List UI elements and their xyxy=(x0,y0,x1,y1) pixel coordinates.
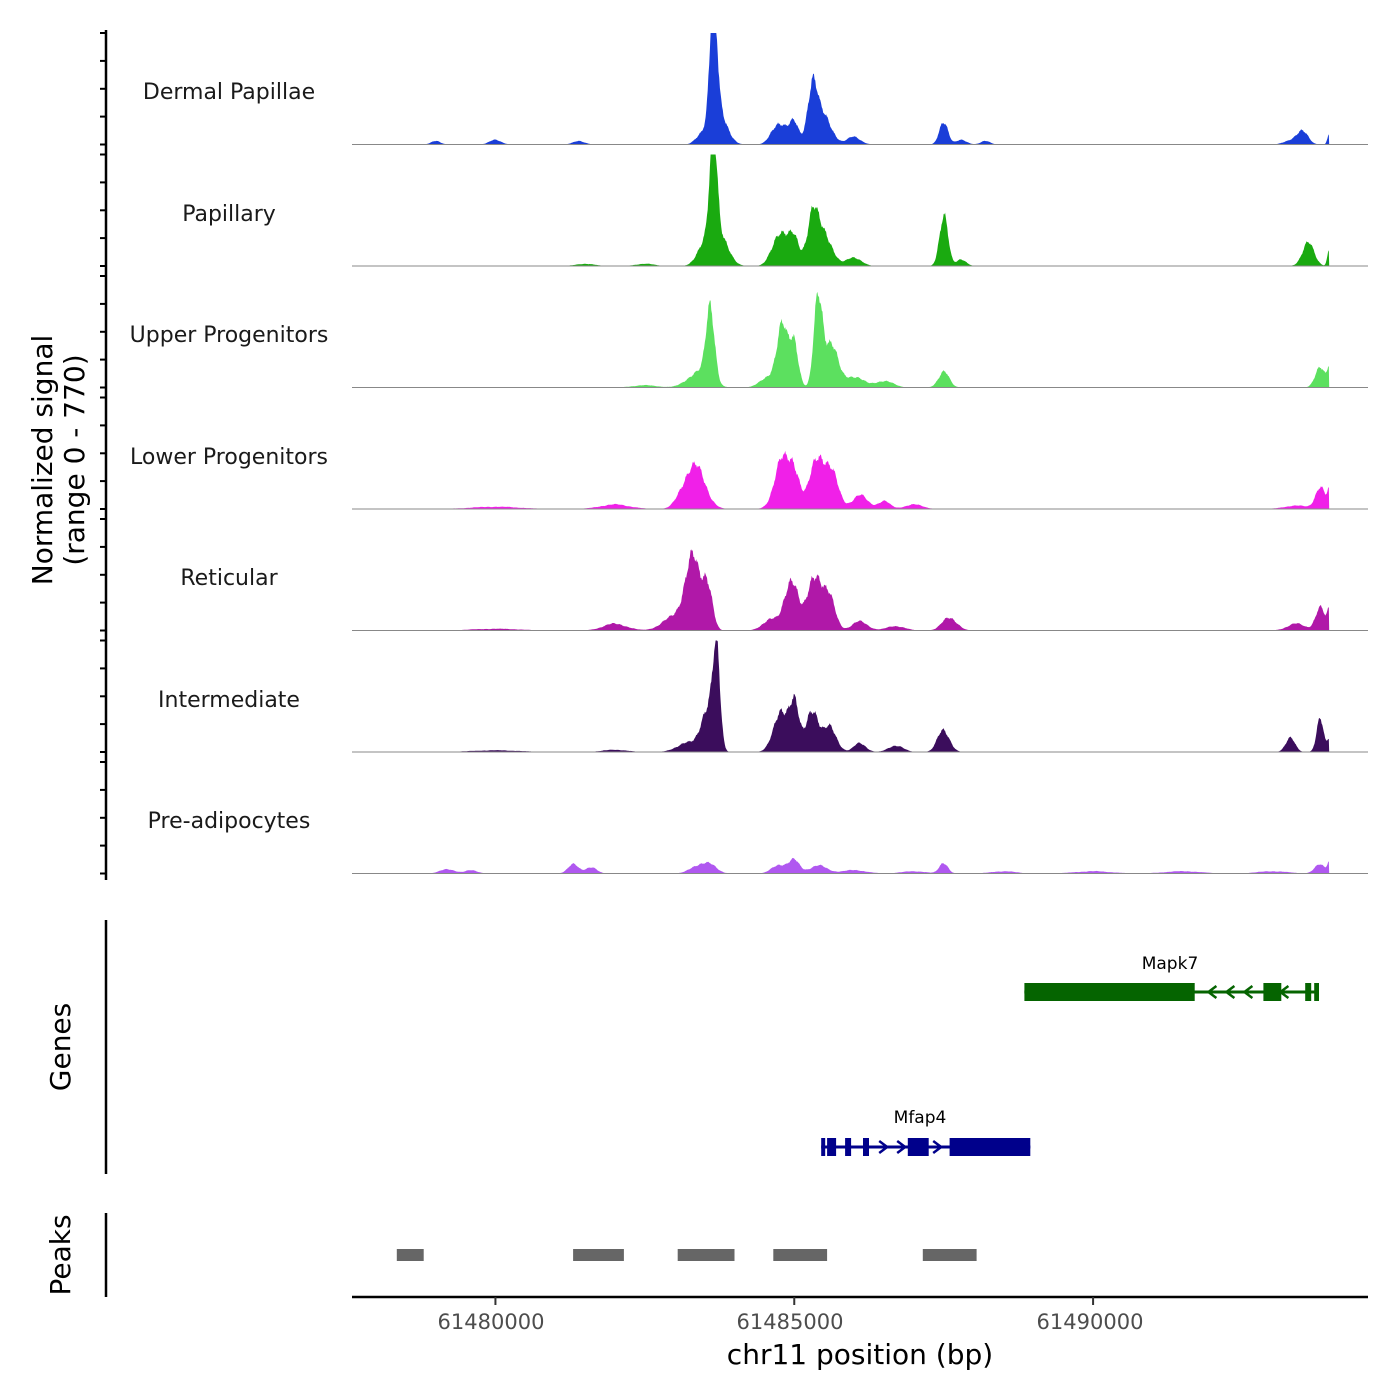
peaks-layer xyxy=(396,1249,977,1261)
track-label-dermal-papillae: Dermal Papillae xyxy=(143,80,315,105)
x-tick-label-61480000: 61480000 xyxy=(438,1310,545,1334)
gene-exon xyxy=(845,1138,852,1156)
strand-arrow xyxy=(878,1140,890,1154)
y-axis-title-line2: (range 0 - 770) xyxy=(58,354,91,565)
strand-arrow xyxy=(896,1140,908,1154)
x-tick-label-61490000: 61490000 xyxy=(1037,1310,1144,1334)
x-axis-ticks xyxy=(494,1297,1095,1305)
coverage-area-intermediate xyxy=(369,640,1330,752)
gene-exon xyxy=(1263,983,1282,1001)
track-label-lower-progenitors: Lower Progenitors xyxy=(130,445,328,470)
gene-label-mapk7: Mapk7 xyxy=(1142,954,1199,974)
coverage-area-lower-progenitors xyxy=(369,450,1330,509)
gene-exon xyxy=(827,1138,837,1156)
coverage-area-reticular xyxy=(369,549,1330,631)
gene-exon xyxy=(1024,983,1195,1001)
x-tick-label-61485000: 61485000 xyxy=(737,1310,844,1334)
x-axis-title: chr11 position (bp) xyxy=(727,1338,993,1371)
track-label-pre-adipocytes: Pre-adipocytes xyxy=(148,809,311,834)
genes-track-title: Genes xyxy=(44,1003,77,1091)
genes-layer xyxy=(821,983,1319,1156)
gene-exon xyxy=(863,1138,869,1156)
peaks-track-title: Peaks xyxy=(44,1214,77,1295)
gene-exon xyxy=(1314,983,1319,1001)
gene-label-mfap4: Mfap4 xyxy=(894,1108,947,1128)
peak-region xyxy=(573,1249,624,1261)
strand-arrow xyxy=(932,1140,944,1154)
track-label-reticular: Reticular xyxy=(180,566,278,591)
strand-arrow xyxy=(1278,985,1290,999)
coverage-area-pre-adipocytes xyxy=(369,857,1330,874)
track-label-papillary: Papillary xyxy=(182,202,276,227)
coverage-area-papillary xyxy=(369,154,1330,266)
coverage-area-dermal-papillae xyxy=(369,33,1330,145)
coverage-areas xyxy=(352,33,1368,874)
y-axis-title-line1: Normalized signal xyxy=(26,335,59,586)
track-label-intermediate: Intermediate xyxy=(158,688,300,713)
gene-exon xyxy=(1305,983,1312,1001)
peak-region xyxy=(677,1249,735,1261)
gene-exon xyxy=(907,1138,929,1156)
strand-arrow xyxy=(1206,985,1218,999)
gene-model-mapk7 xyxy=(1024,983,1319,1001)
peak-region xyxy=(773,1249,828,1261)
gene-exon xyxy=(821,1138,826,1156)
gene-exon xyxy=(949,1138,1031,1156)
coverage-area-upper-progenitors xyxy=(369,291,1330,388)
strand-arrow xyxy=(1224,985,1236,999)
peak-region xyxy=(396,1249,424,1261)
strand-arrow xyxy=(1242,985,1254,999)
gene-model-mfap4 xyxy=(821,1138,1031,1156)
track-label-upper-progenitors: Upper Progenitors xyxy=(130,323,329,348)
coverage-ticks xyxy=(100,32,106,875)
peak-region xyxy=(922,1249,977,1261)
